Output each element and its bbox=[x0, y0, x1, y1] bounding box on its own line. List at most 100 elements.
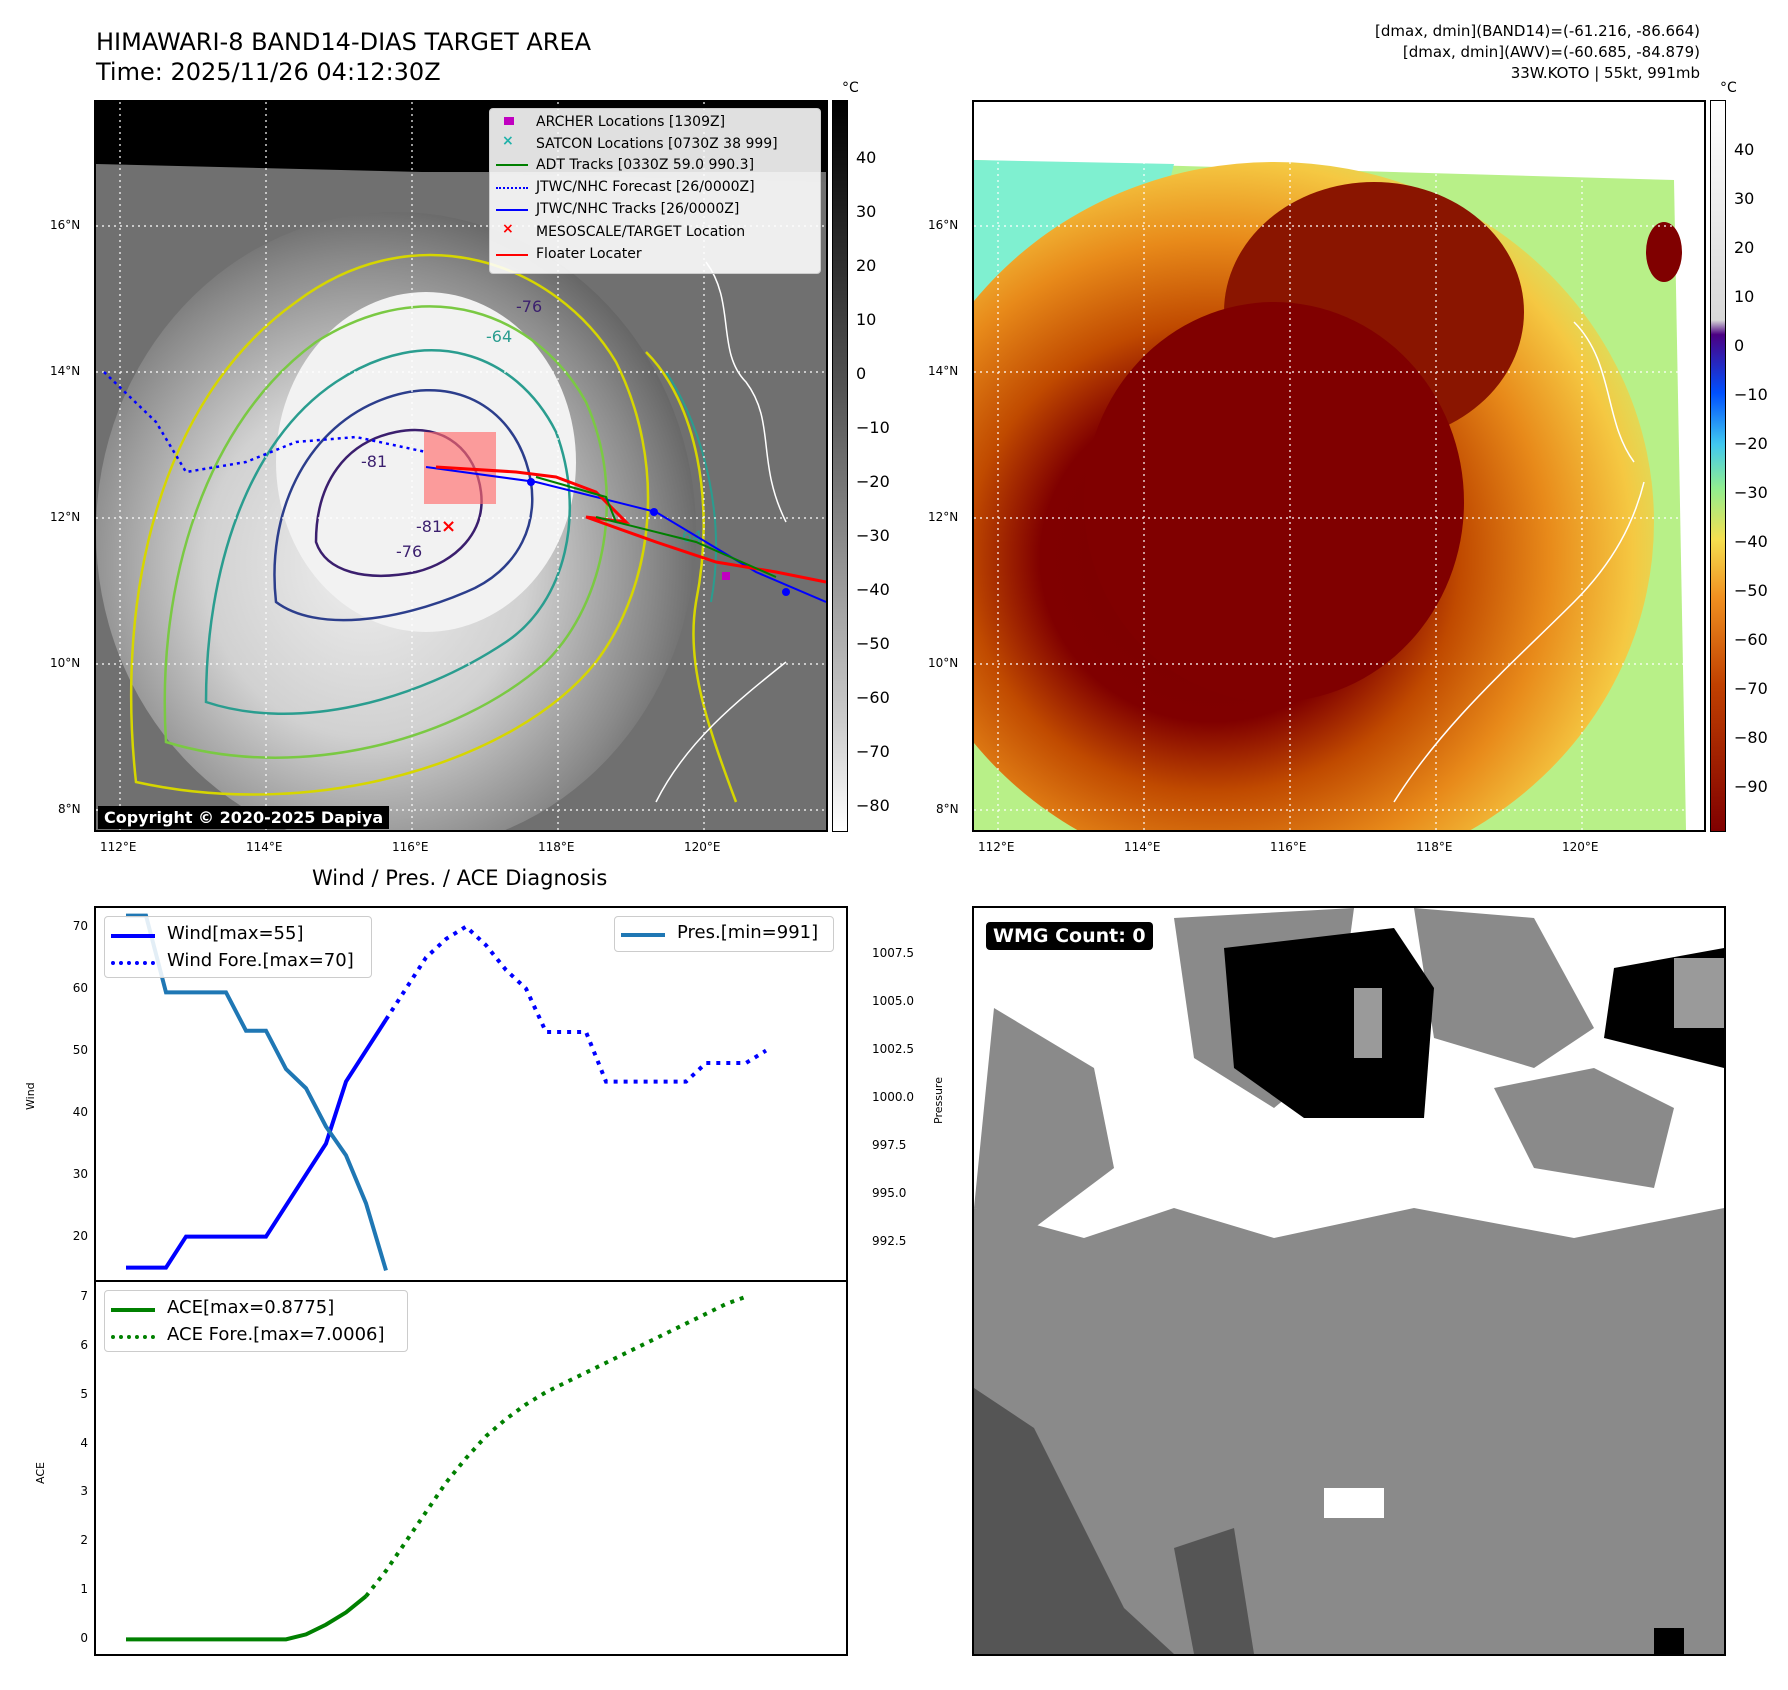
ace-legend-icon bbox=[111, 1308, 155, 1312]
lon-label: 112°E bbox=[978, 840, 1015, 854]
ace-ytick: 5 bbox=[80, 1386, 88, 1401]
wind-pres-plot bbox=[126, 913, 768, 1271]
wind-legend-icon bbox=[111, 934, 155, 938]
ace-chart: ACE[max=0.8775] ACE Fore.[max=7.0006] bbox=[94, 1280, 848, 1656]
lat-label: 8°N bbox=[936, 802, 959, 816]
lon-label: 114°E bbox=[246, 840, 283, 854]
series-line-0 bbox=[126, 1018, 388, 1270]
ace-fore-legend-label: ACE Fore.[max=7.0006] bbox=[167, 1324, 385, 1345]
map-legend: ARCHER Locations [1309Z] × SATCON Locati… bbox=[489, 108, 821, 274]
lat-label: 8°N bbox=[58, 802, 81, 816]
ace-series-line-0 bbox=[126, 1594, 368, 1642]
colorbar-unit: °C bbox=[1720, 80, 1737, 96]
adt-track bbox=[535, 476, 777, 578]
legend-item-satcon: SATCON Locations [0730Z 38 999] bbox=[536, 136, 778, 152]
archer-legend-icon bbox=[504, 117, 514, 125]
ace-ytick: 4 bbox=[80, 1435, 88, 1450]
pres-ytick: 997.5 bbox=[872, 1137, 907, 1152]
figure-time: Time: 2025/11/26 04:12:30Z bbox=[96, 58, 441, 86]
info-band14: [dmax, dmin](BAND14)=(-61.216, -86.664) bbox=[1375, 22, 1700, 40]
lat-label: 14°N bbox=[928, 364, 959, 378]
colorbar-ticks-right: 40 30 20 10 0 −10 −20 −30 −40 −50 −60 −7… bbox=[1734, 140, 1784, 800]
ace-fore-legend-icon bbox=[111, 1335, 155, 1339]
wind-ytick: 30 bbox=[72, 1166, 88, 1181]
colorbar-tick: −10 bbox=[856, 418, 890, 437]
lon-label: 120°E bbox=[1562, 840, 1599, 854]
color-colorbar bbox=[1710, 100, 1726, 832]
contour-label: -81 bbox=[361, 452, 387, 471]
pres-ytick: 992.5 bbox=[872, 1233, 907, 1248]
contour-label: -64 bbox=[486, 327, 512, 346]
ace-ytick: 1 bbox=[80, 1582, 88, 1597]
ace-ytick: 2 bbox=[80, 1533, 88, 1548]
colorbar-tick: −50 bbox=[1734, 581, 1768, 600]
legend-item-tracks: JTWC/NHC Tracks [26/0000Z] bbox=[536, 201, 740, 217]
ir-map-panel: -76 -81 -76 -64 -81 -64 × ARCHER Locatio… bbox=[94, 100, 828, 832]
lon-label: 118°E bbox=[1416, 840, 1453, 854]
wind-ytick: 50 bbox=[72, 1042, 88, 1057]
ace-ytick: 0 bbox=[80, 1631, 88, 1646]
contour-label: -81 bbox=[416, 517, 442, 536]
colorbar-tick: −70 bbox=[856, 742, 890, 761]
colorbar-tick: −80 bbox=[1734, 728, 1768, 747]
lon-label: 112°E bbox=[100, 840, 137, 854]
satcon-legend-icon: × bbox=[502, 133, 514, 149]
colorbar-tick: −80 bbox=[856, 796, 890, 815]
ace-legend-label: ACE[max=0.8775] bbox=[167, 1297, 335, 1318]
tracks-legend-icon bbox=[496, 209, 528, 211]
lon-label: 114°E bbox=[1124, 840, 1161, 854]
wind-legend: Wind[max=55] Wind Fore.[max=70] bbox=[104, 916, 372, 978]
ir-map-canvas: -76 -81 -76 -64 -81 -64 × bbox=[96, 102, 826, 830]
wind-fore-legend-icon bbox=[111, 961, 155, 965]
colorbar-tick: −60 bbox=[1734, 630, 1768, 649]
colorbar-tick: 40 bbox=[1734, 140, 1755, 159]
colorbar-tick: −50 bbox=[856, 634, 890, 653]
wmg-count-badge: WMG Count: 0 bbox=[986, 922, 1153, 950]
wind-pres-chart: Wind[max=55] Wind Fore.[max=70] Pres.[mi… bbox=[94, 906, 848, 1282]
wmg-canvas bbox=[974, 908, 1724, 1654]
colorbar-tick: 10 bbox=[856, 310, 877, 329]
wind-ytick: 70 bbox=[72, 918, 88, 933]
forecast-legend-icon bbox=[496, 187, 528, 189]
ace-legend: ACE[max=0.8775] ACE Fore.[max=7.0006] bbox=[104, 1290, 408, 1352]
wind-ytick: 20 bbox=[72, 1228, 88, 1243]
target-marker: × bbox=[441, 516, 456, 537]
wind-fore-legend-label: Wind Fore.[max=70] bbox=[167, 950, 354, 971]
color-ir-map-canvas bbox=[974, 102, 1704, 830]
lat-label: 16°N bbox=[928, 218, 959, 232]
colorbar-tick: −30 bbox=[856, 526, 890, 545]
legend-item-adt: ADT Tracks [0330Z 59.0 990.3] bbox=[536, 157, 755, 173]
colorbar-tick: −70 bbox=[1734, 679, 1768, 698]
series-line-2 bbox=[126, 913, 388, 1271]
colorbar-tick: −90 bbox=[1734, 777, 1768, 796]
pres-ytick: 1005.0 bbox=[872, 993, 914, 1008]
wind-ylabel: Wind bbox=[24, 1082, 37, 1110]
copyright-badge: Copyright © 2020-2025 Dapiya bbox=[98, 806, 390, 829]
jtwc-forecast-track bbox=[103, 371, 427, 474]
ace-series-line-1 bbox=[364, 1294, 747, 1598]
pres-ytick: 1000.0 bbox=[872, 1089, 914, 1104]
colorbar-unit: °C bbox=[842, 80, 859, 96]
archer-marker bbox=[722, 572, 730, 580]
colorbar-tick: 0 bbox=[1734, 336, 1745, 355]
colorbar-tick: 30 bbox=[1734, 189, 1755, 208]
lon-label: 116°E bbox=[392, 840, 429, 854]
pres-legend-icon bbox=[621, 933, 665, 937]
colorbar-tick: 10 bbox=[1734, 287, 1755, 306]
colorbar-tick: 20 bbox=[1734, 238, 1755, 257]
ace-ylabel: ACE bbox=[34, 1462, 47, 1484]
contour-label: -76 bbox=[396, 542, 422, 561]
colorbar-tick: 30 bbox=[856, 202, 877, 221]
colorbar-tick: 0 bbox=[856, 364, 867, 383]
info-storm: 33W.KOTO | 55kt, 991mb bbox=[1510, 64, 1700, 82]
diagnosis-title: Wind / Pres. / ACE Diagnosis bbox=[312, 866, 608, 890]
ace-plot bbox=[126, 1294, 747, 1642]
colorbar-tick: 40 bbox=[856, 148, 877, 167]
color-ir-map-panel bbox=[972, 100, 1706, 832]
colorbar-tick: −20 bbox=[856, 472, 890, 491]
ace-ytick: 7 bbox=[80, 1288, 88, 1303]
pres-legend: Pres.[min=991] bbox=[614, 916, 834, 952]
wind-legend-label: Wind[max=55] bbox=[167, 923, 304, 944]
adt-legend-icon bbox=[496, 164, 528, 166]
legend-item-forecast: JTWC/NHC Forecast [26/0000Z] bbox=[536, 179, 755, 195]
